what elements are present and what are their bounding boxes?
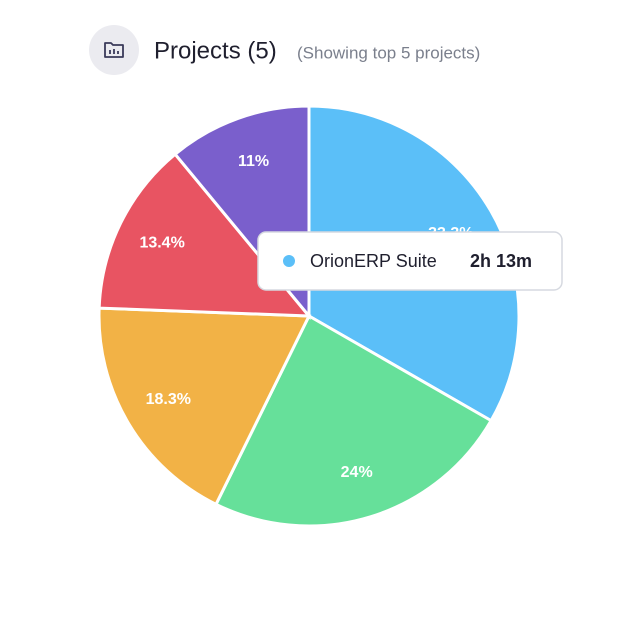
pie-slice (97, 306, 312, 507)
tooltip-label: OrionERP Suite (310, 251, 437, 271)
chart-title: Projects (5) (154, 37, 277, 64)
value-label: 24% (341, 464, 373, 481)
header: Projects (5) (Showing top 5 projects) (89, 25, 480, 75)
value-label: 18.3% (146, 391, 191, 408)
value-label: 13.4% (139, 235, 184, 252)
tooltip-value: 2h 13m (470, 251, 532, 271)
value-label: 11% (238, 153, 269, 170)
chart-subtitle: (Showing top 5 projects) (297, 43, 480, 62)
tooltip-box (257, 231, 563, 291)
tooltip-dot (283, 255, 295, 267)
tooltip: OrionERP Suite 2h 13m (257, 231, 563, 291)
pie: 33.3%24%18.3%13.4%11% (97, 104, 521, 528)
folder-icon (104, 42, 124, 58)
pie-slice (214, 313, 494, 528)
pie-slice (97, 152, 313, 318)
